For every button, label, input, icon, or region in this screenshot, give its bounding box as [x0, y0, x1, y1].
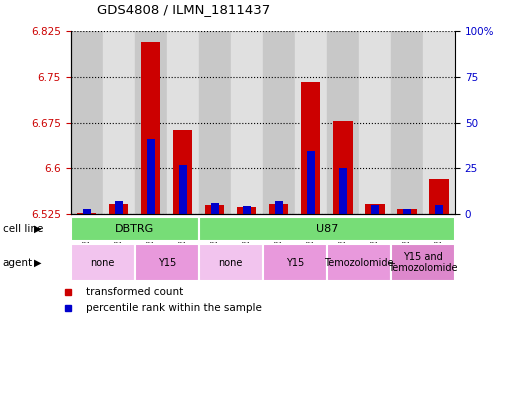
- Bar: [109, 204, 128, 214]
- Bar: [135, 244, 199, 281]
- Bar: [179, 165, 187, 214]
- Bar: [359, 31, 391, 214]
- Text: DBTRG: DBTRG: [115, 224, 154, 234]
- Text: percentile rank within the sample: percentile rank within the sample: [86, 303, 263, 313]
- Bar: [199, 31, 231, 214]
- Text: Temozolomide: Temozolomide: [324, 257, 394, 268]
- Bar: [71, 217, 199, 241]
- Bar: [83, 209, 90, 214]
- Bar: [146, 139, 155, 214]
- Bar: [333, 121, 353, 214]
- Text: none: none: [90, 257, 115, 268]
- Bar: [365, 204, 384, 214]
- Bar: [77, 213, 96, 214]
- Text: none: none: [219, 257, 243, 268]
- Bar: [269, 204, 288, 214]
- Bar: [199, 244, 263, 281]
- Bar: [339, 169, 347, 214]
- Bar: [71, 31, 103, 214]
- Text: Y15: Y15: [286, 257, 304, 268]
- Text: cell line: cell line: [3, 224, 43, 234]
- Bar: [429, 180, 449, 214]
- Bar: [205, 205, 224, 214]
- Text: agent: agent: [3, 257, 33, 268]
- Bar: [237, 207, 256, 214]
- Text: ▶: ▶: [34, 257, 41, 268]
- Text: GDS4808 / ILMN_1811437: GDS4808 / ILMN_1811437: [97, 3, 270, 16]
- Bar: [301, 82, 321, 214]
- Bar: [115, 201, 123, 214]
- Bar: [397, 209, 416, 214]
- Bar: [199, 217, 455, 241]
- Bar: [403, 209, 411, 214]
- Bar: [243, 206, 251, 214]
- Bar: [263, 31, 295, 214]
- Bar: [167, 31, 199, 214]
- Bar: [295, 31, 327, 214]
- Bar: [327, 31, 359, 214]
- Bar: [134, 31, 167, 214]
- Text: transformed count: transformed count: [86, 286, 184, 297]
- Bar: [371, 205, 379, 214]
- Bar: [71, 244, 135, 281]
- Bar: [141, 42, 160, 214]
- Bar: [263, 244, 327, 281]
- Bar: [173, 130, 192, 214]
- Bar: [423, 31, 455, 214]
- Bar: [391, 31, 423, 214]
- Bar: [211, 203, 219, 214]
- Text: Y15: Y15: [157, 257, 176, 268]
- Bar: [103, 31, 134, 214]
- Text: Y15 and
Temozolomide: Y15 and Temozolomide: [388, 252, 458, 273]
- Text: U87: U87: [316, 224, 338, 234]
- Bar: [435, 205, 443, 214]
- Bar: [307, 151, 315, 214]
- Bar: [231, 31, 263, 214]
- Bar: [275, 201, 283, 214]
- Bar: [327, 244, 391, 281]
- Bar: [391, 244, 455, 281]
- Text: ▶: ▶: [34, 224, 41, 234]
